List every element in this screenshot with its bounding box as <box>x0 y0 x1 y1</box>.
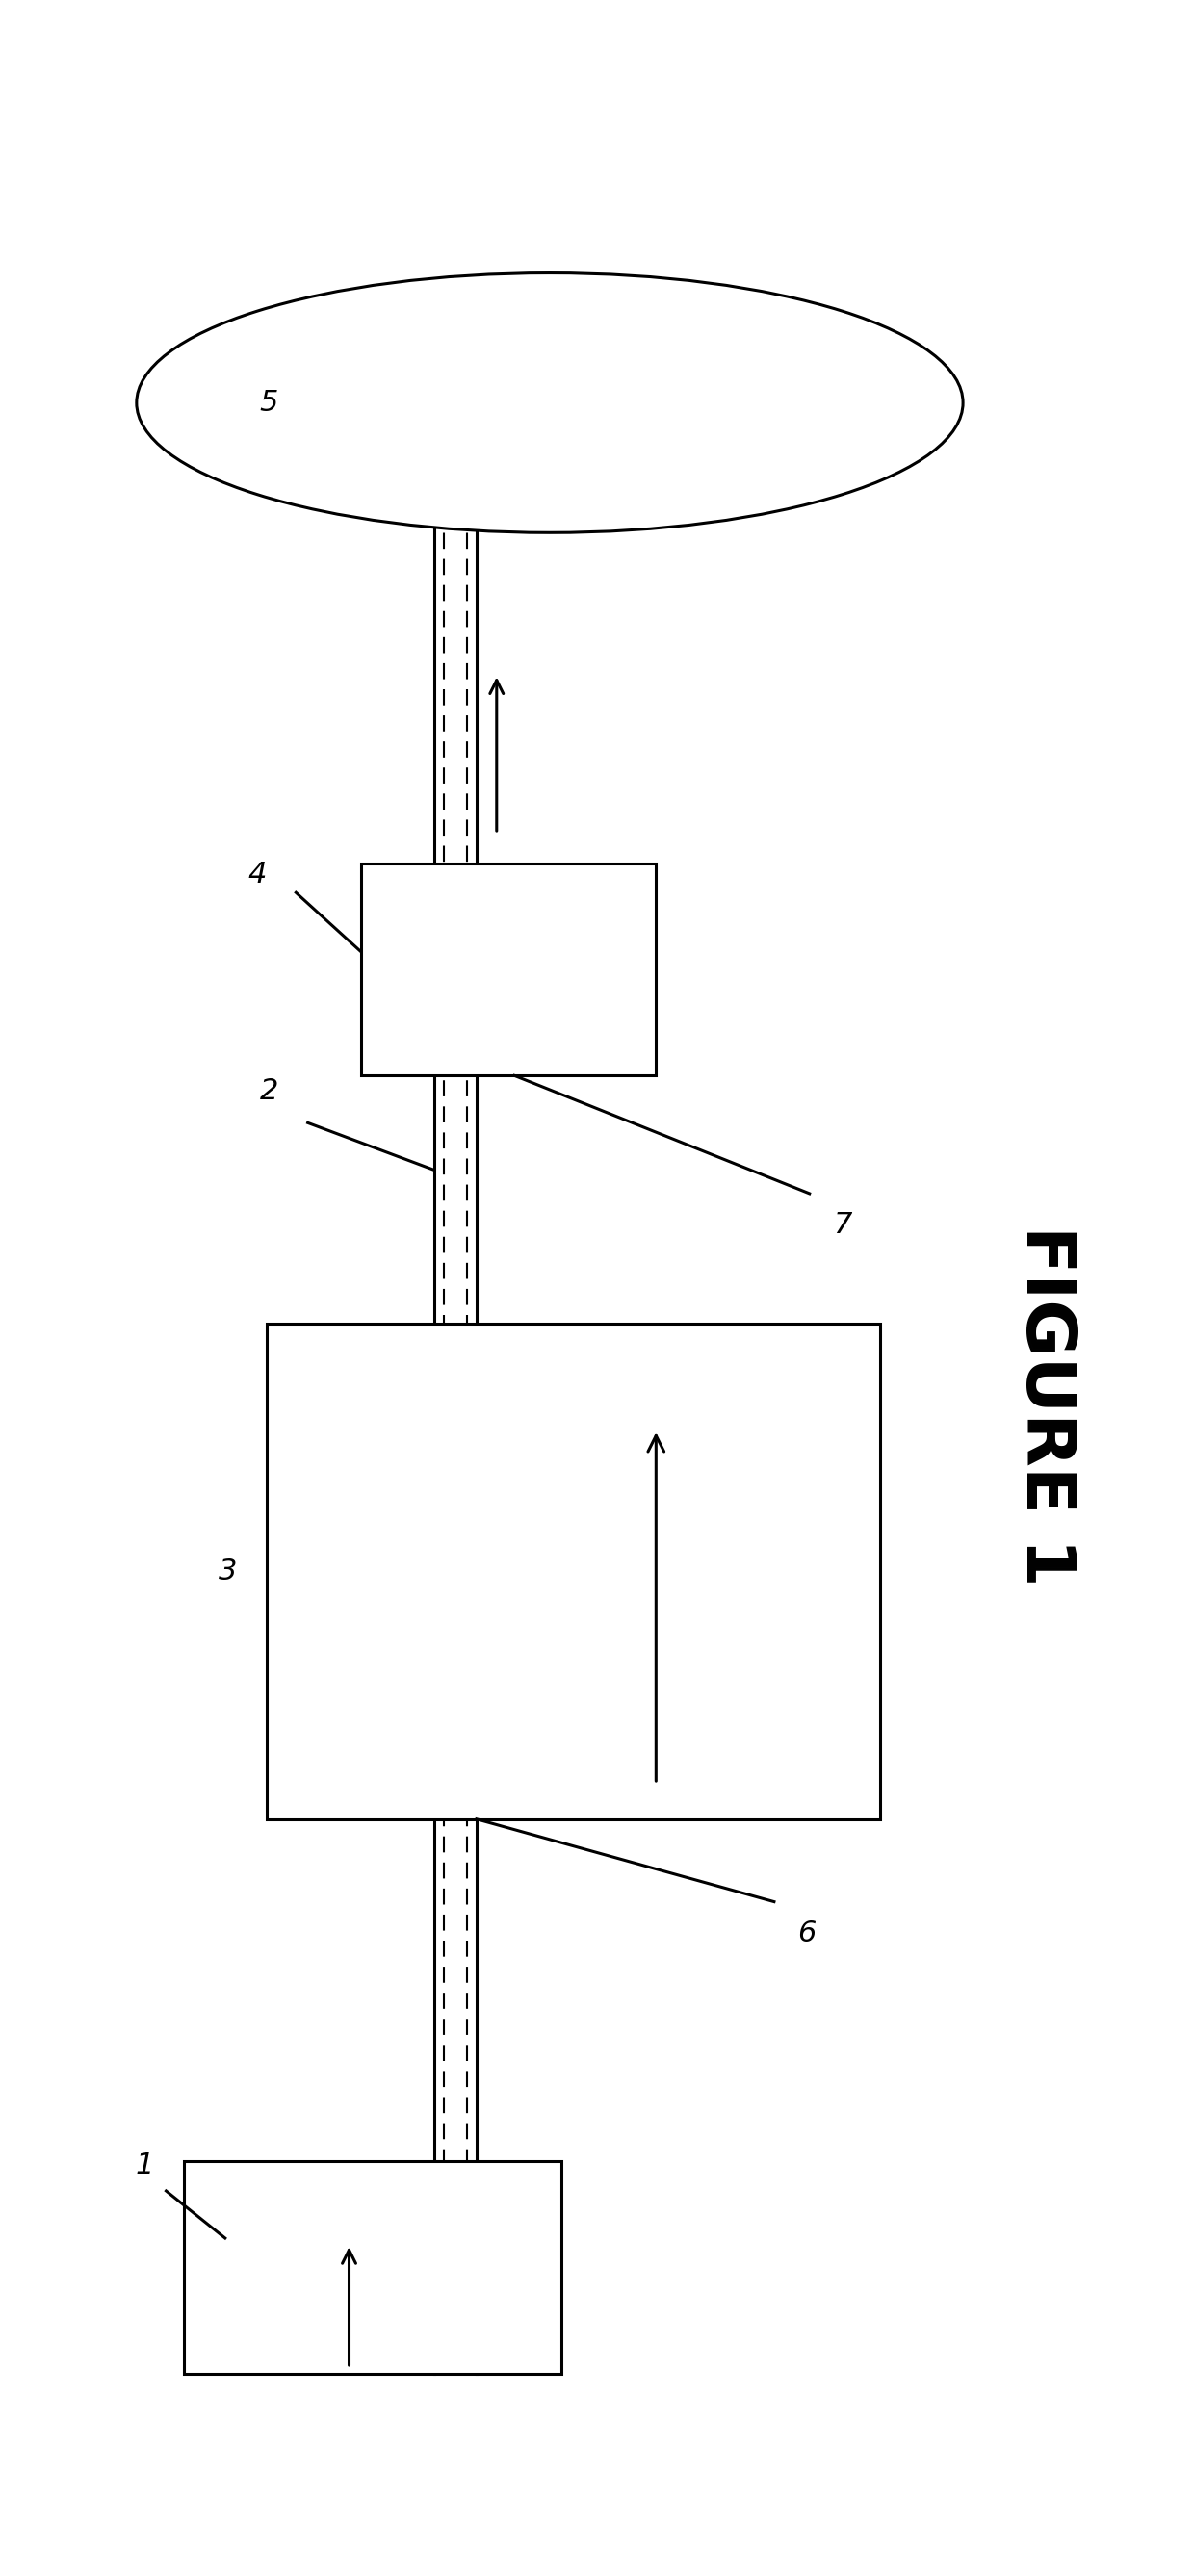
Bar <box>266 1324 880 1819</box>
Text: 1: 1 <box>136 2151 154 2179</box>
Text: 5: 5 <box>259 389 278 417</box>
Bar <box>361 863 656 1077</box>
Text: 2: 2 <box>259 1077 278 1105</box>
Text: 4: 4 <box>248 860 266 889</box>
Text: 6: 6 <box>798 1919 817 1947</box>
Text: 3: 3 <box>219 1558 236 1584</box>
Bar <box>184 2161 561 2375</box>
Text: 7: 7 <box>833 1211 851 1239</box>
Text: FIGURE 1: FIGURE 1 <box>1013 1226 1079 1587</box>
Ellipse shape <box>136 273 964 533</box>
